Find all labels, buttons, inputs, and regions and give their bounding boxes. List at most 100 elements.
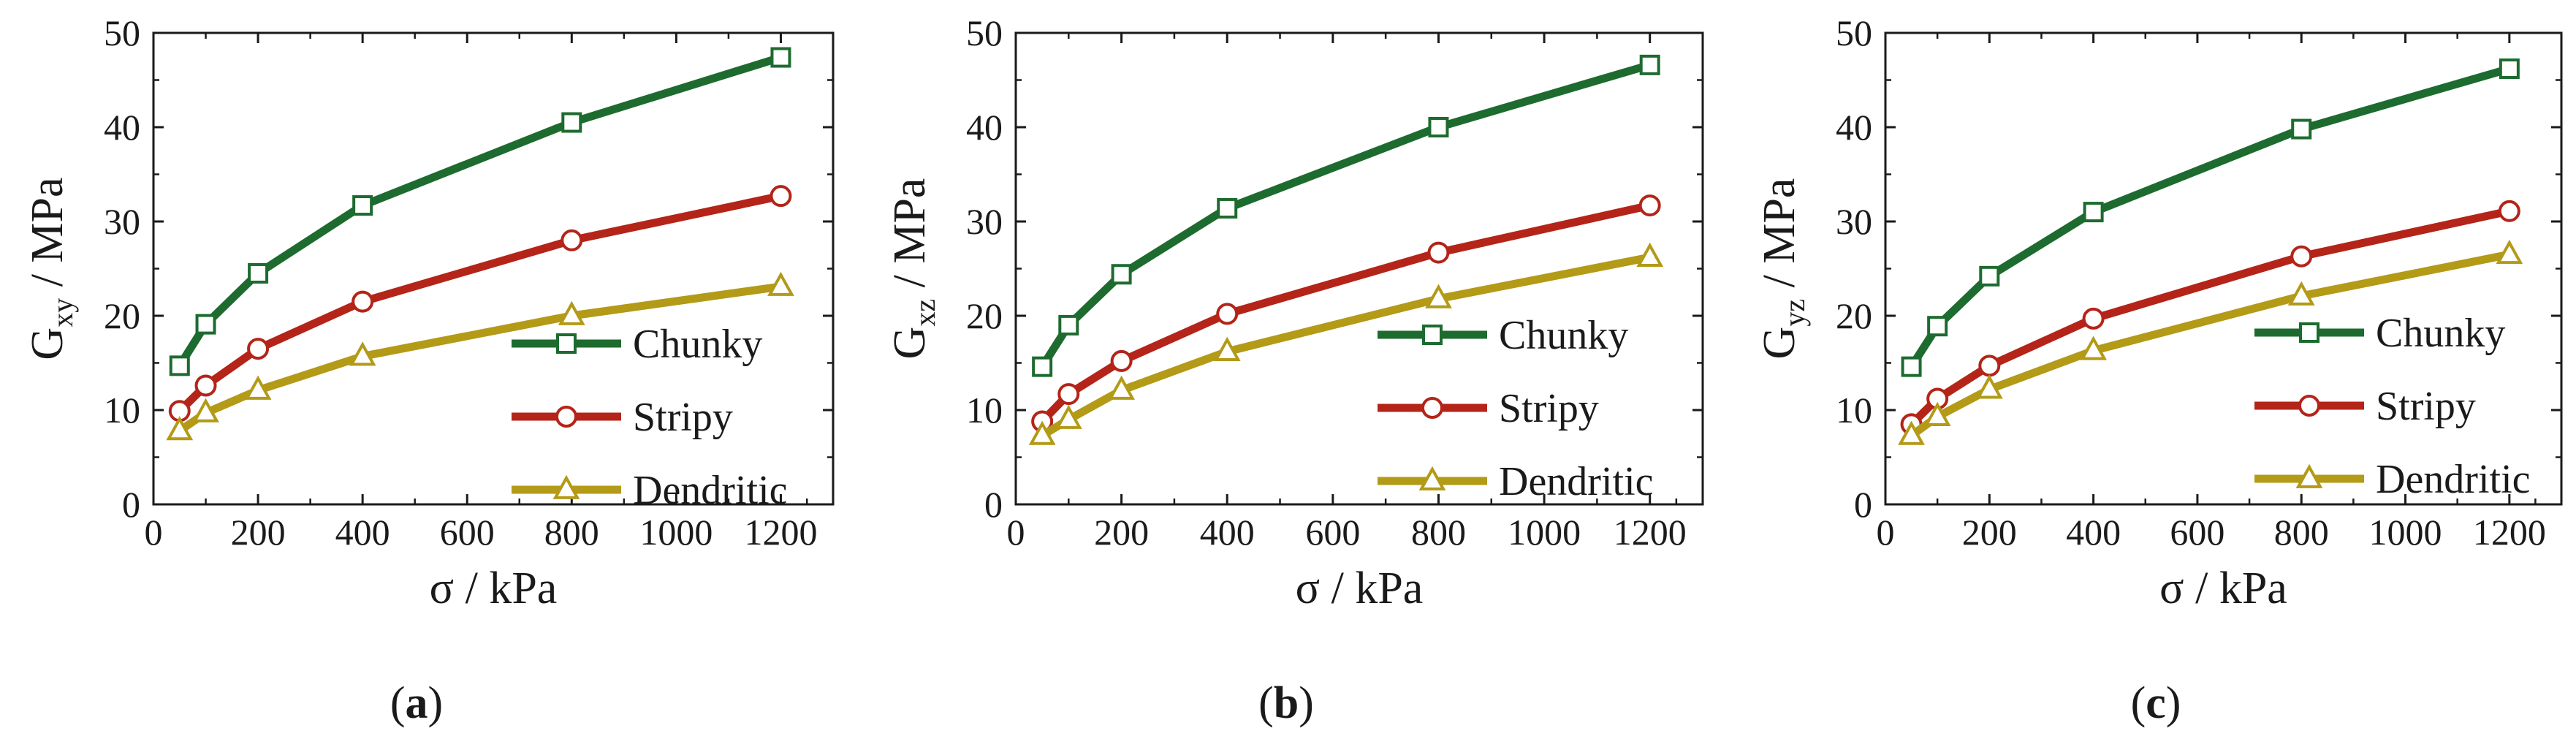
panel-label-open-paren: ( (390, 678, 406, 728)
data-point-chunky (1217, 197, 1238, 219)
y-tick-label: 0 (1854, 484, 1872, 525)
data-point-stripy (2290, 245, 2313, 268)
y-tick-label: 20 (104, 295, 140, 336)
y-tick-label: 40 (1836, 107, 1872, 148)
y-axis-label: Gyz / MPa (1755, 178, 1811, 360)
data-point-dendritic (1898, 420, 1925, 445)
x-tick-label: 1000 (639, 512, 713, 553)
y-tick-label: 50 (104, 12, 140, 53)
legend-label-chunky: Chunky (633, 322, 762, 367)
y-axis-label-main: G (23, 327, 72, 360)
x-tick-label: 400 (335, 512, 390, 553)
x-tick-label: 1200 (1614, 512, 1687, 553)
x-tick-label: 600 (1305, 512, 1360, 553)
data-point-dendritic (166, 416, 194, 441)
legend-label-dendritic: Dendritic (1499, 459, 1653, 504)
y-axis-label-unit: / MPa (1755, 178, 1804, 299)
legend-label-chunky: Chunky (1499, 313, 1628, 358)
x-tick-label: 0 (145, 512, 163, 553)
data-point-chunky (1428, 117, 1449, 137)
data-point-chunky (248, 262, 269, 284)
x-tick-label: 0 (1877, 512, 1895, 553)
legend-marker-stripy (2298, 395, 2320, 417)
x-axis-label: σ / kPa (2159, 564, 2287, 613)
panel-label-close-paren: ) (1299, 678, 1314, 728)
legend-marker-chunky (2299, 322, 2319, 343)
legend-label-stripy: Stripy (633, 395, 733, 440)
x-axis-label: σ / kPa (1296, 564, 1424, 613)
x-tick-label: 1200 (2473, 512, 2546, 553)
data-point-dendritic (1425, 284, 1452, 308)
panel-label: (c) (2131, 678, 2181, 728)
panel-label-letter: a (406, 678, 428, 728)
panel-label-close-paren: ) (2166, 678, 2181, 728)
legend: Chunky Stripy Dendritic (1378, 313, 1653, 504)
legend-marker-dendritic (552, 474, 580, 499)
data-point-stripy (2498, 200, 2520, 222)
data-point-dendritic (1055, 404, 1082, 429)
x-tick-label: 400 (2066, 512, 2121, 553)
y-axis-label-subscript: xy (46, 298, 79, 327)
panel-label-open-paren: ( (2131, 678, 2146, 728)
panel-label-open-paren: ( (1258, 678, 1274, 728)
data-point-dendritic (1108, 375, 1136, 400)
data-point-chunky (352, 195, 373, 216)
data-point-dendritic (767, 271, 794, 296)
x-tick-label: 200 (1962, 512, 2017, 553)
panel-label: (b) (1258, 678, 1314, 728)
chart-panel-c: 0 200 400 600 800 1000 1200 0 10 20 30 40 50 σ / kPa G… (1755, 12, 2563, 728)
panel-label-close-paren: ) (428, 678, 444, 728)
y-axis-label-subscript: yz (1778, 299, 1811, 327)
y-axis-label: Gxz / MPa (885, 178, 941, 360)
y-tick-label: 40 (104, 107, 140, 148)
data-point-dendritic (1923, 401, 1951, 426)
legend-label-stripy: Stripy (1499, 386, 1599, 431)
y-tick-label: 10 (966, 390, 1003, 431)
data-point-chunky (1111, 264, 1132, 285)
y-tick-label: 50 (1836, 12, 1872, 53)
x-tick-label: 200 (1094, 512, 1149, 553)
data-point-stripy (770, 185, 792, 208)
data-point-dendritic (1636, 242, 1664, 267)
data-point-stripy (1057, 383, 1080, 406)
y-tick-label: 0 (122, 484, 140, 525)
y-tick-label: 50 (966, 12, 1003, 53)
data-point-dendritic (2287, 281, 2315, 306)
x-tick-label: 600 (440, 512, 495, 553)
data-point-dendritic (2496, 239, 2523, 265)
y-axis-label-unit: / MPa (23, 177, 72, 298)
data-point-chunky (195, 314, 216, 335)
data-point-chunky (770, 47, 791, 68)
series-line-stripy (176, 192, 782, 414)
x-tick-label: 800 (544, 512, 599, 553)
data-point-dendritic (192, 398, 219, 422)
data-point-stripy (1427, 241, 1450, 264)
data-point-stripy (1216, 303, 1239, 325)
data-point-dendritic (1213, 336, 1241, 361)
panel-label-letter: b (1274, 678, 1299, 728)
data-point-chunky (1639, 54, 1660, 75)
x-axis-label: σ / kPa (430, 564, 558, 613)
data-point-dendritic (1975, 374, 2003, 399)
x-tick-label: 1000 (1508, 512, 1581, 553)
y-axis-label-subscript: xz (908, 299, 941, 327)
y-tick-label: 10 (1836, 390, 1872, 431)
panel-label: (a) (390, 678, 443, 728)
data-point-chunky (1058, 314, 1079, 336)
y-tick-label: 0 (984, 484, 1003, 525)
x-tick-label: 400 (1200, 512, 1255, 553)
panel-label-letter: c (2146, 678, 2166, 728)
x-tick-label: 1200 (744, 512, 817, 553)
data-point-stripy (352, 290, 374, 313)
data-point-chunky (2499, 58, 2520, 80)
data-point-dendritic (244, 375, 272, 400)
legend-marker-stripy (555, 406, 577, 428)
data-point-dendritic (1028, 420, 1056, 445)
y-tick-label: 40 (966, 107, 1003, 148)
y-axis-label: Gxy / MPa (23, 177, 79, 360)
data-point-dendritic (349, 341, 376, 366)
y-axis-label-unit: / MPa (885, 178, 935, 299)
y-tick-label: 30 (966, 201, 1003, 242)
chart-panel-a: 0 200 400 600 800 1000 1200 0 10 20 30 40 50 σ / kPa G… (23, 12, 835, 728)
data-point-chunky (1927, 316, 1948, 337)
